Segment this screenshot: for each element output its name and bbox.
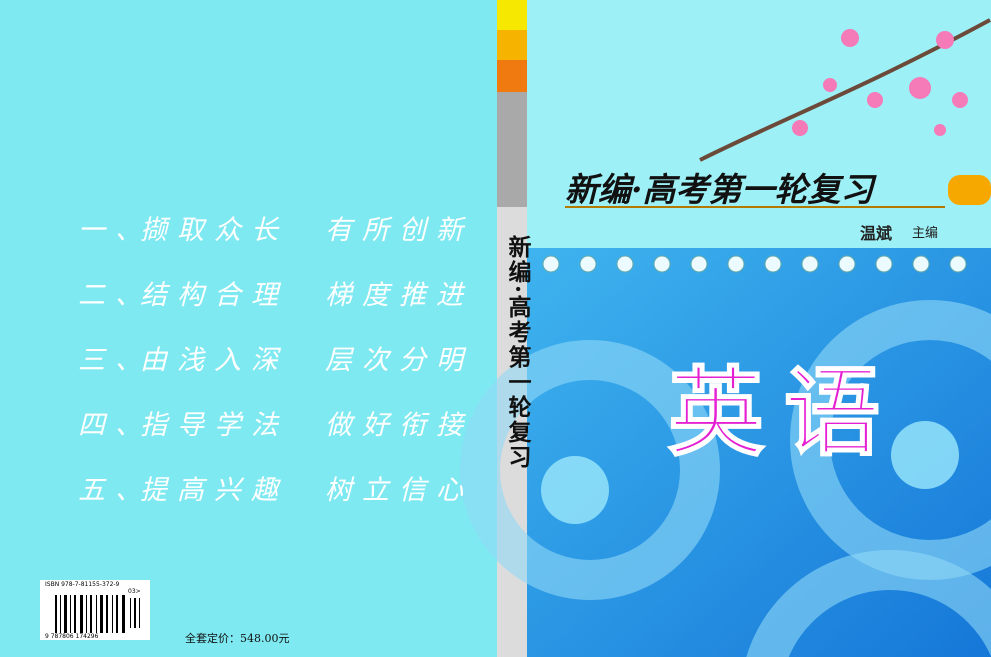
barcode-addon: 03> <box>128 588 141 595</box>
slogan-right: 有所创新 <box>325 215 473 246</box>
slogan-left: 提高兴趣 <box>140 475 288 506</box>
slogan-left: 撷取众长 <box>140 215 288 246</box>
slogan-number: 五、 <box>78 475 152 506</box>
slogan-number: 四、 <box>78 410 152 441</box>
barcode-digits: 9 787806 174296 <box>45 633 99 640</box>
subject-title: 英语 <box>667 356 900 470</box>
slogan-right: 层次分明 <box>325 345 473 376</box>
slogan-number: 一、 <box>78 215 152 246</box>
slogan-left: 结构合理 <box>140 280 288 311</box>
editor: 温斌 <box>860 224 893 243</box>
slogan-number: 二、 <box>78 280 152 311</box>
editor-role: 主编 <box>912 226 939 241</box>
slogan-number: 三、 <box>78 345 152 376</box>
slogan-right: 做好衔接 <box>325 410 473 441</box>
slogan-right: 树立信心 <box>325 475 473 506</box>
slogan-left: 由浅入深 <box>140 345 288 376</box>
isbn: ISBN 978-7-81155-372-9 <box>45 581 120 588</box>
slogan-right: 梯度推进 <box>325 280 473 311</box>
price: 全套定价：548.00元 <box>185 632 290 645</box>
spine-title: 新编·高考第一轮复习 <box>504 235 531 471</box>
series-title: 新编·高考第一轮复习 <box>565 170 874 209</box>
slogan-left: 指导学法 <box>140 410 288 441</box>
